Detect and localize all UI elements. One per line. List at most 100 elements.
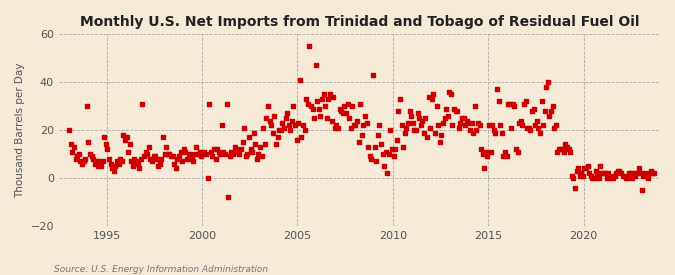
Point	[334, 106, 345, 111]
Point	[627, 176, 638, 180]
Point	[190, 152, 200, 156]
Point	[433, 123, 443, 128]
Point	[471, 128, 482, 132]
Point	[89, 161, 100, 166]
Text: Source: U.S. Energy Information Administration: Source: U.S. Energy Information Administ…	[54, 265, 268, 274]
Point	[578, 174, 589, 178]
Point	[404, 109, 415, 113]
Point	[256, 154, 267, 159]
Point	[186, 157, 197, 161]
Point	[436, 133, 447, 137]
Point	[598, 171, 609, 175]
Point	[512, 149, 523, 154]
Point	[508, 101, 518, 106]
Point	[487, 123, 497, 128]
Point	[593, 176, 604, 180]
Point	[226, 149, 237, 154]
Point	[549, 125, 560, 130]
Point	[620, 176, 631, 180]
Point	[284, 123, 294, 128]
Point	[312, 99, 323, 104]
Point	[570, 185, 580, 190]
Point	[454, 125, 464, 130]
Point	[472, 121, 483, 125]
Point	[99, 135, 109, 139]
Point	[545, 109, 556, 113]
Point	[605, 176, 616, 180]
Point	[264, 118, 275, 123]
Point	[420, 116, 431, 120]
Y-axis label: Thousand Barrels per Day: Thousand Barrels per Day	[15, 62, 25, 198]
Point	[205, 149, 216, 154]
Point	[446, 92, 456, 97]
Point	[101, 142, 111, 147]
Point	[563, 147, 574, 152]
Point	[592, 171, 603, 175]
Point	[107, 166, 117, 170]
Point	[269, 114, 280, 118]
Point	[323, 97, 334, 101]
Point	[362, 145, 373, 149]
Point	[597, 171, 608, 175]
Point	[129, 157, 140, 161]
Point	[234, 152, 245, 156]
Point	[462, 118, 472, 123]
Point	[383, 152, 394, 156]
Point	[525, 128, 536, 132]
Point	[395, 97, 406, 101]
Point	[568, 176, 578, 180]
Point	[185, 152, 196, 156]
Point	[64, 128, 75, 132]
Point	[584, 171, 595, 175]
Point	[96, 164, 107, 168]
Point	[123, 149, 134, 154]
Point	[429, 130, 440, 135]
Point	[145, 157, 156, 161]
Point	[485, 149, 496, 154]
Point	[253, 152, 264, 156]
Point	[102, 147, 113, 152]
Point	[379, 164, 389, 168]
Point	[536, 99, 547, 104]
Point	[299, 128, 310, 132]
Point	[245, 147, 256, 152]
Point	[285, 128, 296, 132]
Point	[533, 125, 544, 130]
Point	[335, 109, 346, 113]
Point	[131, 159, 142, 163]
Point	[361, 121, 372, 125]
Point	[498, 154, 509, 159]
Point	[538, 123, 549, 128]
Point	[146, 159, 157, 163]
Point	[248, 130, 259, 135]
Point	[547, 104, 558, 108]
Point	[158, 135, 169, 139]
Point	[339, 104, 350, 108]
Point	[110, 164, 121, 168]
Point	[325, 92, 335, 97]
Point	[479, 166, 489, 170]
Point	[571, 169, 582, 173]
Point	[353, 140, 364, 144]
Point	[628, 171, 639, 175]
Point	[86, 154, 97, 159]
Point	[298, 123, 308, 128]
Point	[464, 128, 475, 132]
Point	[221, 101, 232, 106]
Point	[531, 118, 542, 123]
Point	[558, 149, 569, 154]
Point	[382, 171, 393, 175]
Point	[329, 125, 340, 130]
Point	[646, 169, 657, 173]
Point	[580, 166, 591, 170]
Point	[296, 135, 307, 139]
Point	[242, 152, 252, 156]
Point	[491, 87, 502, 92]
Point	[583, 164, 593, 168]
Point	[272, 135, 283, 139]
Point	[639, 171, 650, 175]
Point	[223, 195, 234, 199]
Point	[254, 145, 265, 149]
Point	[280, 116, 291, 120]
Point	[230, 145, 240, 149]
